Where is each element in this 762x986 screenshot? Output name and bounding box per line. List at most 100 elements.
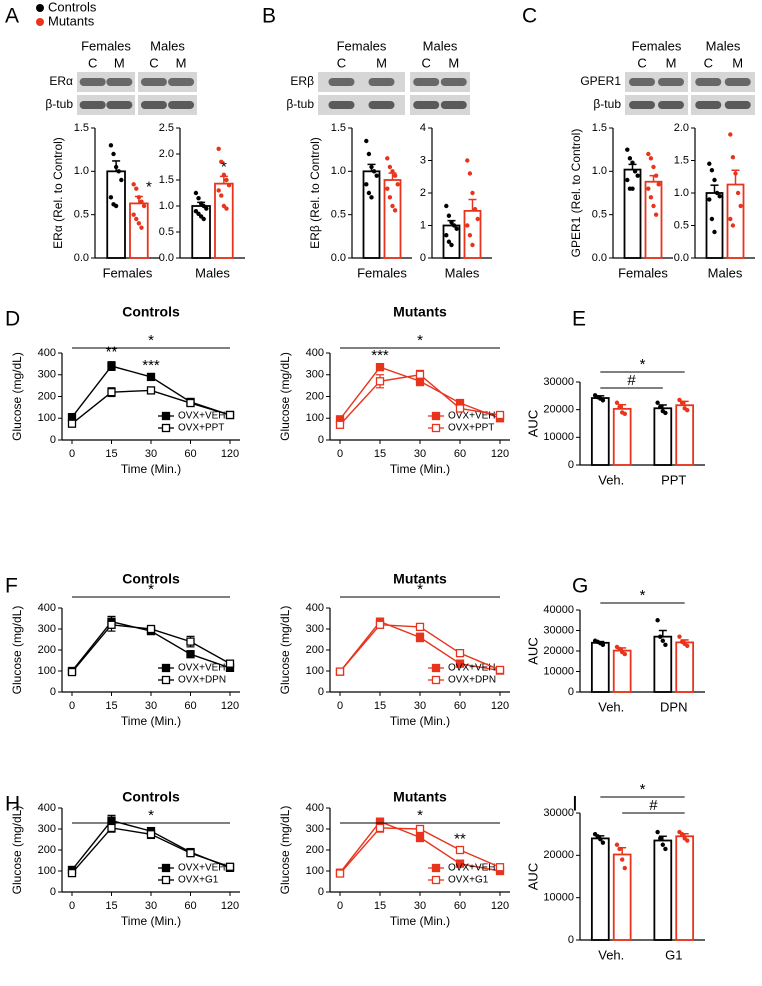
significance-label: #: [627, 372, 636, 389]
data-point: [446, 239, 452, 244]
x-tick-label: 60: [454, 448, 466, 460]
y-tick-label: 200: [38, 390, 56, 402]
marker: [415, 833, 425, 842]
data-point: [131, 182, 136, 187]
data-point: [470, 190, 475, 196]
data-point: [728, 132, 733, 137]
data-point: [454, 226, 459, 231]
data-point: [653, 212, 659, 217]
data-point: [707, 161, 712, 166]
y-tick-label: 0: [50, 434, 56, 446]
data-point: [221, 172, 227, 177]
data-point: [465, 223, 470, 228]
panel-letter: A: [5, 5, 19, 28]
significance-label: ***: [371, 347, 389, 364]
x-tick-label: 15: [105, 448, 117, 460]
blot-group-label: Males: [150, 38, 185, 53]
marker: [146, 624, 156, 634]
legend-label: OVX+VEH: [448, 411, 496, 422]
y-axis-label: AUC: [525, 863, 540, 890]
data-point: [369, 164, 374, 170]
x-tick-label: 15: [374, 700, 386, 712]
y-tick-label: 300: [38, 823, 56, 835]
y-tick-label: 0.0: [331, 252, 346, 264]
y-tick-label: 10000: [543, 431, 574, 443]
blot: [77, 95, 135, 115]
lane-label: C: [149, 55, 158, 70]
bar: [383, 179, 402, 259]
y-tick-label: 0: [568, 686, 574, 698]
y-tick-label: 0.5: [74, 209, 89, 221]
y-tick-label: 200: [306, 844, 324, 856]
data-point: [651, 164, 656, 170]
blot: [318, 95, 405, 115]
data-point: [646, 186, 651, 191]
blot-group-label: Females: [81, 38, 131, 53]
y-axis-label: Glucose (mg/dL): [10, 606, 24, 695]
bar: [675, 835, 695, 941]
x-tick-label: PPT: [661, 472, 686, 487]
blot-band: [629, 101, 656, 109]
data-point: [219, 193, 224, 198]
blot-group-label: Females: [632, 38, 682, 53]
marker: [335, 420, 345, 429]
lane-label: C: [337, 55, 346, 70]
y-axis-label: ERα (Rel. to Control): [51, 137, 65, 249]
y-tick-label: 4: [420, 122, 426, 134]
data-point: [224, 177, 229, 183]
x-tick-label: Veh.: [598, 472, 624, 487]
data-point: [677, 397, 682, 403]
data-point: [655, 618, 660, 623]
y-tick-label: 300: [38, 623, 56, 635]
data-point: [632, 169, 638, 174]
y-tick-label: 400: [306, 347, 324, 359]
data-point: [600, 642, 606, 648]
marker: [67, 419, 77, 428]
bar: [612, 649, 632, 693]
blot-band: [106, 101, 133, 109]
bar: [590, 641, 610, 693]
lane-label: C: [422, 55, 431, 70]
lane-label: M: [448, 55, 459, 70]
panel-letter: C: [522, 5, 537, 28]
data-point: [600, 840, 606, 845]
blot-row-label: β-tub: [45, 97, 73, 111]
blot-band: [168, 78, 195, 86]
legend-label: OVX+VEH: [448, 863, 496, 874]
y-axis-label: Glucose (mg/dL): [278, 806, 292, 895]
y-tick-label: 0: [420, 252, 426, 264]
data-point: [390, 203, 395, 209]
x-axis-label: Time (Min.): [390, 462, 450, 476]
data-point: [446, 213, 452, 218]
panel-letter: B: [262, 5, 276, 28]
x-tick-label: 120: [491, 448, 509, 460]
y-tick-label: 30000: [543, 807, 574, 819]
y-tick-label: 100: [38, 412, 56, 424]
bar: [106, 170, 126, 259]
marker: [455, 404, 465, 413]
blot-band: [168, 101, 195, 109]
data-point: [730, 155, 736, 160]
legend-label: OVX+VEH: [178, 663, 226, 674]
x-tick-label: 15: [105, 900, 117, 912]
marker: [107, 620, 116, 629]
y-tick-label: 100: [306, 865, 324, 877]
significance-label: *: [221, 158, 227, 175]
data-point: [619, 857, 625, 862]
data-point: [385, 186, 390, 191]
marker: [375, 823, 385, 833]
legend-marker: [431, 675, 441, 685]
data-point: [139, 199, 144, 204]
data-point: [685, 838, 690, 843]
data-point: [467, 171, 473, 176]
data-point: [119, 177, 124, 183]
data-point: [656, 182, 661, 187]
bar: [726, 183, 745, 259]
y-tick-label: 2: [420, 187, 426, 199]
y-tick-label: 1.5: [331, 122, 346, 134]
blot-band: [140, 78, 167, 86]
data-point: [449, 220, 454, 225]
blot: [691, 95, 755, 115]
data-point: [622, 651, 627, 657]
data-point: [451, 223, 457, 228]
